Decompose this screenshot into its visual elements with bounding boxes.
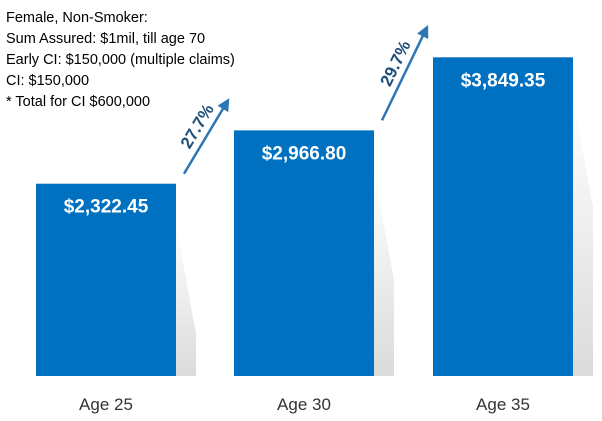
- bar-shadow: [176, 223, 196, 376]
- growth-arrow: [380, 25, 429, 121]
- info-line: * Total for CI $600,000: [6, 94, 150, 110]
- x-tick-label: Age 30: [277, 395, 331, 414]
- bar-value-labels: $2,322.45 $2,966.80 $3,849.35: [64, 70, 546, 217]
- bar: [433, 57, 573, 376]
- info-text-block: Female, Non-Smoker: Sum Assured: $1mil, …: [6, 10, 235, 110]
- bar-shadow: [573, 97, 593, 376]
- info-line: Early CI: $150,000 (multiple claims): [6, 52, 235, 68]
- bar: [234, 130, 374, 376]
- info-line: Female, Non-Smoker:: [6, 10, 148, 26]
- bar-value-label: $2,966.80: [262, 143, 347, 164]
- bar-shadows: [176, 97, 593, 376]
- bars: [36, 57, 573, 376]
- bar-value-label: $2,322.45: [64, 197, 149, 218]
- bar: [36, 183, 176, 376]
- growth-arrow: [182, 98, 230, 175]
- x-axis-tick-labels: Age 25 Age 30 Age 35: [79, 395, 530, 414]
- info-line: Sum Assured: $1mil, till age 70: [6, 31, 205, 47]
- x-tick-label: Age 35: [476, 395, 530, 414]
- bar-value-label: $3,849.35: [461, 70, 546, 91]
- x-tick-label: Age 25: [79, 395, 133, 414]
- bar-shadow: [374, 170, 394, 376]
- info-line: CI: $150,000: [6, 73, 89, 89]
